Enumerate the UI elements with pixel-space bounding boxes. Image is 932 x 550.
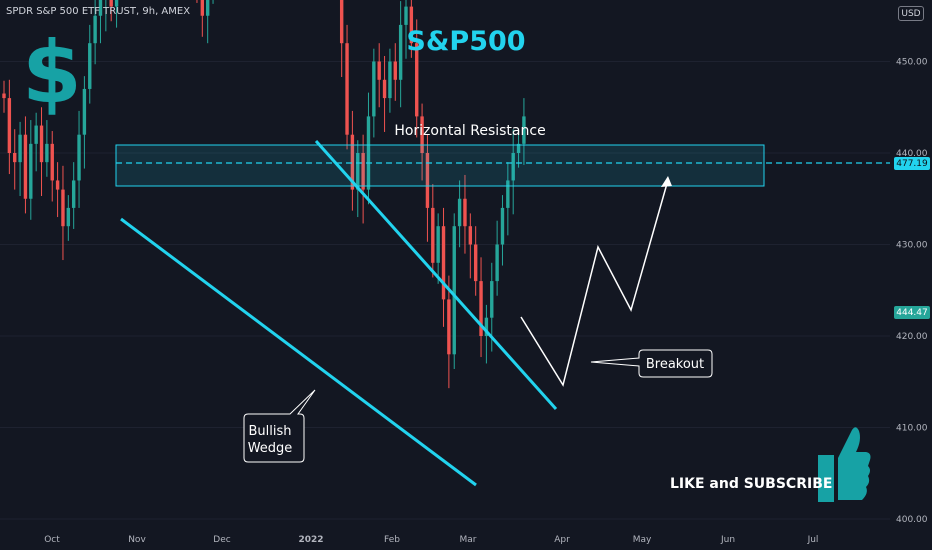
x-tick-label: May <box>633 535 652 545</box>
x-tick-label: Apr <box>554 535 570 545</box>
wedge-upper-line <box>314 139 558 411</box>
candle-body <box>366 116 371 190</box>
candle-body <box>361 153 365 190</box>
chart-title: S&P500 <box>406 26 526 57</box>
candle-body <box>457 198 462 227</box>
candle-body <box>516 143 521 153</box>
candle-body <box>506 180 510 208</box>
x-tick-label: Mar <box>460 535 477 545</box>
candle-body <box>29 143 33 199</box>
candle-body <box>66 207 71 227</box>
symbol-info: SPDR S&P 500 ETF TRUST, 9h, AMEX <box>6 6 191 17</box>
candle-body <box>50 143 54 181</box>
candle-body <box>463 198 467 227</box>
chart-grid <box>0 61 890 520</box>
candle-body <box>415 43 419 117</box>
candle-body <box>404 6 408 25</box>
candle-body <box>356 153 360 190</box>
candle-body <box>345 43 349 135</box>
projection-path <box>520 179 669 387</box>
resistance-zone <box>115 144 765 187</box>
candle-body <box>500 207 505 245</box>
wedge-callout <box>243 389 316 463</box>
candle-body <box>13 153 17 163</box>
x-tick-label: Jun <box>720 535 735 545</box>
x-tick-label: Dec <box>213 535 230 545</box>
candle-body <box>93 15 97 44</box>
candle-body <box>393 61 397 80</box>
candle-body <box>473 244 478 282</box>
projection-arrowhead <box>661 176 672 187</box>
candle-body <box>431 207 435 263</box>
wedge-label-line2: Wedge <box>248 441 293 456</box>
candle-body <box>490 281 494 318</box>
x-tick-label: Feb <box>384 535 400 545</box>
candle-body <box>61 189 65 227</box>
thumbs-up-icon[interactable] <box>818 427 871 502</box>
candle-body <box>420 116 424 153</box>
candle-body <box>23 134 28 199</box>
candle-body <box>71 180 76 208</box>
y-tick-label: 430.00 <box>896 241 928 251</box>
axes-layer: 400.00410.00420.00430.00440.00450.00460.… <box>44 58 928 546</box>
candle-body <box>205 0 210 16</box>
candle-body <box>447 299 451 355</box>
resistance-price-badge: 477.19 <box>894 157 930 170</box>
candles-layer <box>2 0 526 389</box>
candle-body <box>388 61 392 99</box>
x-tick-label: Nov <box>128 535 146 545</box>
y-tick-label: 440.00 <box>896 149 928 159</box>
candle-body <box>452 226 456 355</box>
candle-body <box>377 61 381 80</box>
candle-body <box>45 143 49 163</box>
candle-body <box>425 153 430 208</box>
candle-body <box>34 125 38 144</box>
candle-body <box>55 180 60 190</box>
breakout-label: Breakout <box>646 357 704 372</box>
candle-body <box>522 116 526 144</box>
candle-body <box>468 226 473 245</box>
candle-body <box>372 61 376 117</box>
candle-body <box>2 93 6 99</box>
candle-body <box>98 0 103 16</box>
candle-body <box>200 0 205 16</box>
candle-body <box>114 0 119 7</box>
resistance-label: Horizontal Resistance <box>394 123 546 139</box>
currency-button[interactable]: USD <box>898 6 924 21</box>
candle-body <box>39 125 44 163</box>
candle-body <box>382 79 387 99</box>
candle-body <box>479 281 483 336</box>
candle-body <box>484 317 489 336</box>
y-tick-label: 450.00 <box>896 58 928 68</box>
like-subscribe-text: LIKE and SUBSCRIBE <box>670 476 833 492</box>
candle-body <box>441 226 446 300</box>
candle-body <box>409 6 414 44</box>
y-tick-label: 420.00 <box>896 332 928 342</box>
y-tick-label: 400.00 <box>896 515 928 525</box>
candle-body <box>350 134 355 190</box>
candle-body <box>495 244 499 282</box>
candle-body <box>82 88 87 135</box>
candle-body <box>77 134 81 181</box>
candle-body <box>7 98 12 153</box>
x-tick-label: Jul <box>807 535 819 545</box>
candle-body <box>339 0 344 44</box>
x-tick-label: Oct <box>44 535 60 545</box>
candle-body <box>436 226 440 263</box>
candle-body <box>18 134 22 163</box>
candle-body <box>398 24 403 80</box>
y-tick-label: 410.00 <box>896 424 928 434</box>
last-price-badge: 444.47 <box>894 306 930 319</box>
candle-body <box>88 43 92 89</box>
breakout-callout <box>590 349 713 378</box>
wedge-label-line1: Bullish <box>248 424 291 439</box>
dollar-sign-logo: $ <box>22 23 82 123</box>
x-tick-label: 2022 <box>298 535 323 545</box>
candle-body <box>511 153 515 181</box>
wedge-lower-line <box>120 217 477 487</box>
candle-body <box>109 0 113 7</box>
